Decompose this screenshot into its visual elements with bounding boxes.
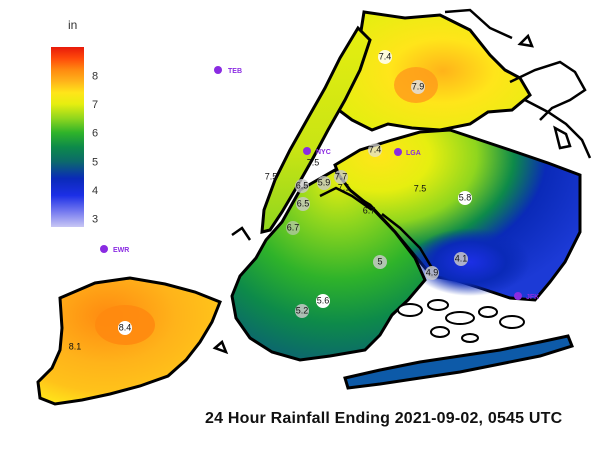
gauge-value: 7.5 <box>414 183 427 193</box>
station-marker-nyc[interactable] <box>303 147 311 155</box>
gauge-value: 4.9 <box>426 267 439 277</box>
colorbar-unit-label: in <box>68 18 78 32</box>
brooklyn-region <box>230 168 427 362</box>
bronx-region <box>334 10 532 132</box>
gauge-value: 7.7 <box>335 171 348 181</box>
station-label-lga: LGA <box>406 150 421 157</box>
gauge-values: 7.4 7.9 7.4 7.5 7.5 6.5 5.9 7.7 7.1 7.5 … <box>69 50 472 351</box>
manhattan-region <box>260 25 372 234</box>
gauge-value: 7.5 <box>265 171 278 181</box>
gauge-value: 5.2 <box>296 305 309 315</box>
queens-low-zone <box>410 228 530 296</box>
station-marker-lga[interactable] <box>394 148 402 156</box>
gauge-value: 8.1 <box>69 341 82 351</box>
gauge-value: 4.1 <box>455 253 468 263</box>
gauge-value: 6.5 <box>297 198 310 208</box>
station-label-ewr: EWR <box>113 247 129 254</box>
colorbar-bar <box>51 47 84 227</box>
colorbar-tick-label: 5 <box>92 156 98 168</box>
station-label-teb: TEB <box>228 68 242 75</box>
gauge-value: 6.7 <box>363 205 376 215</box>
gauge-value: 7.4 <box>379 51 392 61</box>
station-label-nyc: NYC <box>316 149 331 156</box>
gauge-value: 5.9 <box>318 177 331 187</box>
station-label-jfk: JFK <box>526 294 539 301</box>
colorbar-tick-label: 8 <box>92 71 98 83</box>
gauge-value: 5.8 <box>459 192 472 202</box>
gauge-value: 6.5 <box>296 180 309 190</box>
colorbar: 8 7 6 5 4 3 <box>51 47 98 227</box>
station-marker-teb[interactable] <box>214 66 222 74</box>
colorbar-tick-label: 4 <box>92 185 98 197</box>
gauge-value: 5 <box>377 256 382 266</box>
coastlines <box>212 8 592 355</box>
colorbar-tick-label: 6 <box>92 128 98 140</box>
rockaway-region <box>343 334 574 390</box>
jamaica-bay-islands <box>397 299 525 343</box>
map-title: 24 Hour Rainfall Ending 2021-09-02, 0545… <box>205 410 563 427</box>
gauge-value: 8.4 <box>119 322 132 332</box>
gauge-value: 7.1 <box>338 182 351 192</box>
gauge-value: 5.6 <box>317 295 330 305</box>
gauge-value: 6.7 <box>287 222 300 232</box>
station-marker-jfk[interactable] <box>514 292 522 300</box>
gauge-value: 7.4 <box>369 144 382 154</box>
colorbar-tick-label: 3 <box>92 213 98 225</box>
colorbar-tick-label: 7 <box>92 99 98 111</box>
gauge-value: 7.5 <box>307 157 320 167</box>
colorbar-ticks: 8 7 6 5 4 3 <box>92 71 98 226</box>
stations: TEB NYC LGA EWR JFK <box>100 66 539 301</box>
station-marker-ewr[interactable] <box>100 245 108 253</box>
gauge-value: 7.9 <box>412 81 425 91</box>
